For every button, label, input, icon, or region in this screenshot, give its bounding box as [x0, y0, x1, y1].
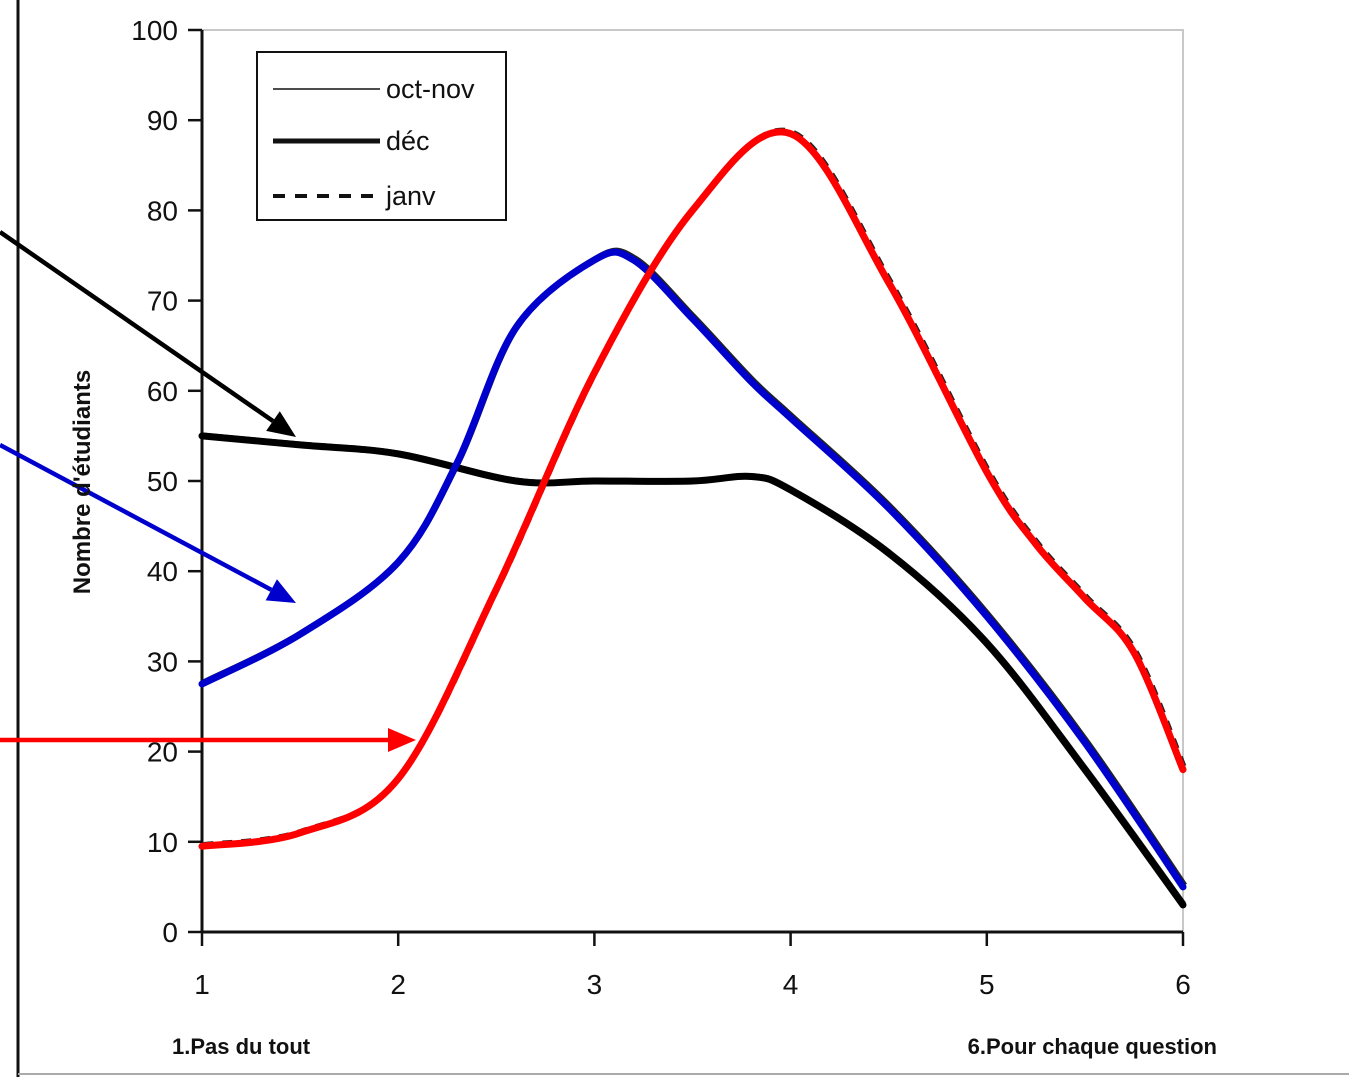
x-tick-label: 6	[1175, 969, 1191, 1000]
legend-label-oct-nov: oct-nov	[386, 74, 475, 104]
annotation-arrow-black-shaft	[0, 230, 275, 423]
y-tick-label: 80	[147, 195, 178, 226]
x-tick-label: 4	[783, 969, 799, 1000]
legend-label-dec: déc	[386, 126, 430, 156]
annotation-arrow-blue-head	[265, 579, 296, 603]
highlight-layer	[198, 128, 1187, 909]
y-tick-label: 40	[147, 556, 178, 587]
highlight-curve-janv	[198, 128, 1187, 850]
x-tick-label: 5	[979, 969, 995, 1000]
annotation-arrow-blue-shaft	[0, 443, 273, 592]
y-tick-label: 70	[147, 286, 178, 317]
arrow-layer	[0, 230, 416, 752]
y-tick-label: 100	[131, 15, 178, 46]
legend-label-janv: janv	[385, 181, 436, 211]
legend: oct-nov déc janv	[256, 51, 507, 221]
annotation-arrow-blue	[0, 443, 296, 603]
y-tick-label: 90	[147, 105, 178, 136]
annotation-arrow-black	[0, 230, 296, 437]
y-tick-label: 30	[147, 646, 178, 677]
x-tick-label: 1	[194, 969, 210, 1000]
annotation-arrow-red	[0, 728, 416, 752]
annotation-arrow-red-head	[388, 728, 416, 752]
x-axis-label-left: 1.Pas du tout	[172, 1034, 311, 1059]
legend-box	[256, 51, 507, 221]
x-axis-label-right: 6.Pour chaque question	[968, 1034, 1217, 1059]
x-tick-label: 2	[390, 969, 406, 1000]
y-tick-label: 0	[162, 917, 178, 948]
x-tick-label: 3	[587, 969, 603, 1000]
y-axis-label: Nombre d'étudiants	[69, 370, 96, 594]
annotation-arrow-black-head	[266, 411, 296, 437]
y-tick-label: 10	[147, 827, 178, 858]
y-tick-label: 50	[147, 466, 178, 497]
highlight-curve-oct-nov	[198, 432, 1187, 909]
highlight-curve-déc	[198, 248, 1187, 891]
y-tick-label: 60	[147, 376, 178, 407]
